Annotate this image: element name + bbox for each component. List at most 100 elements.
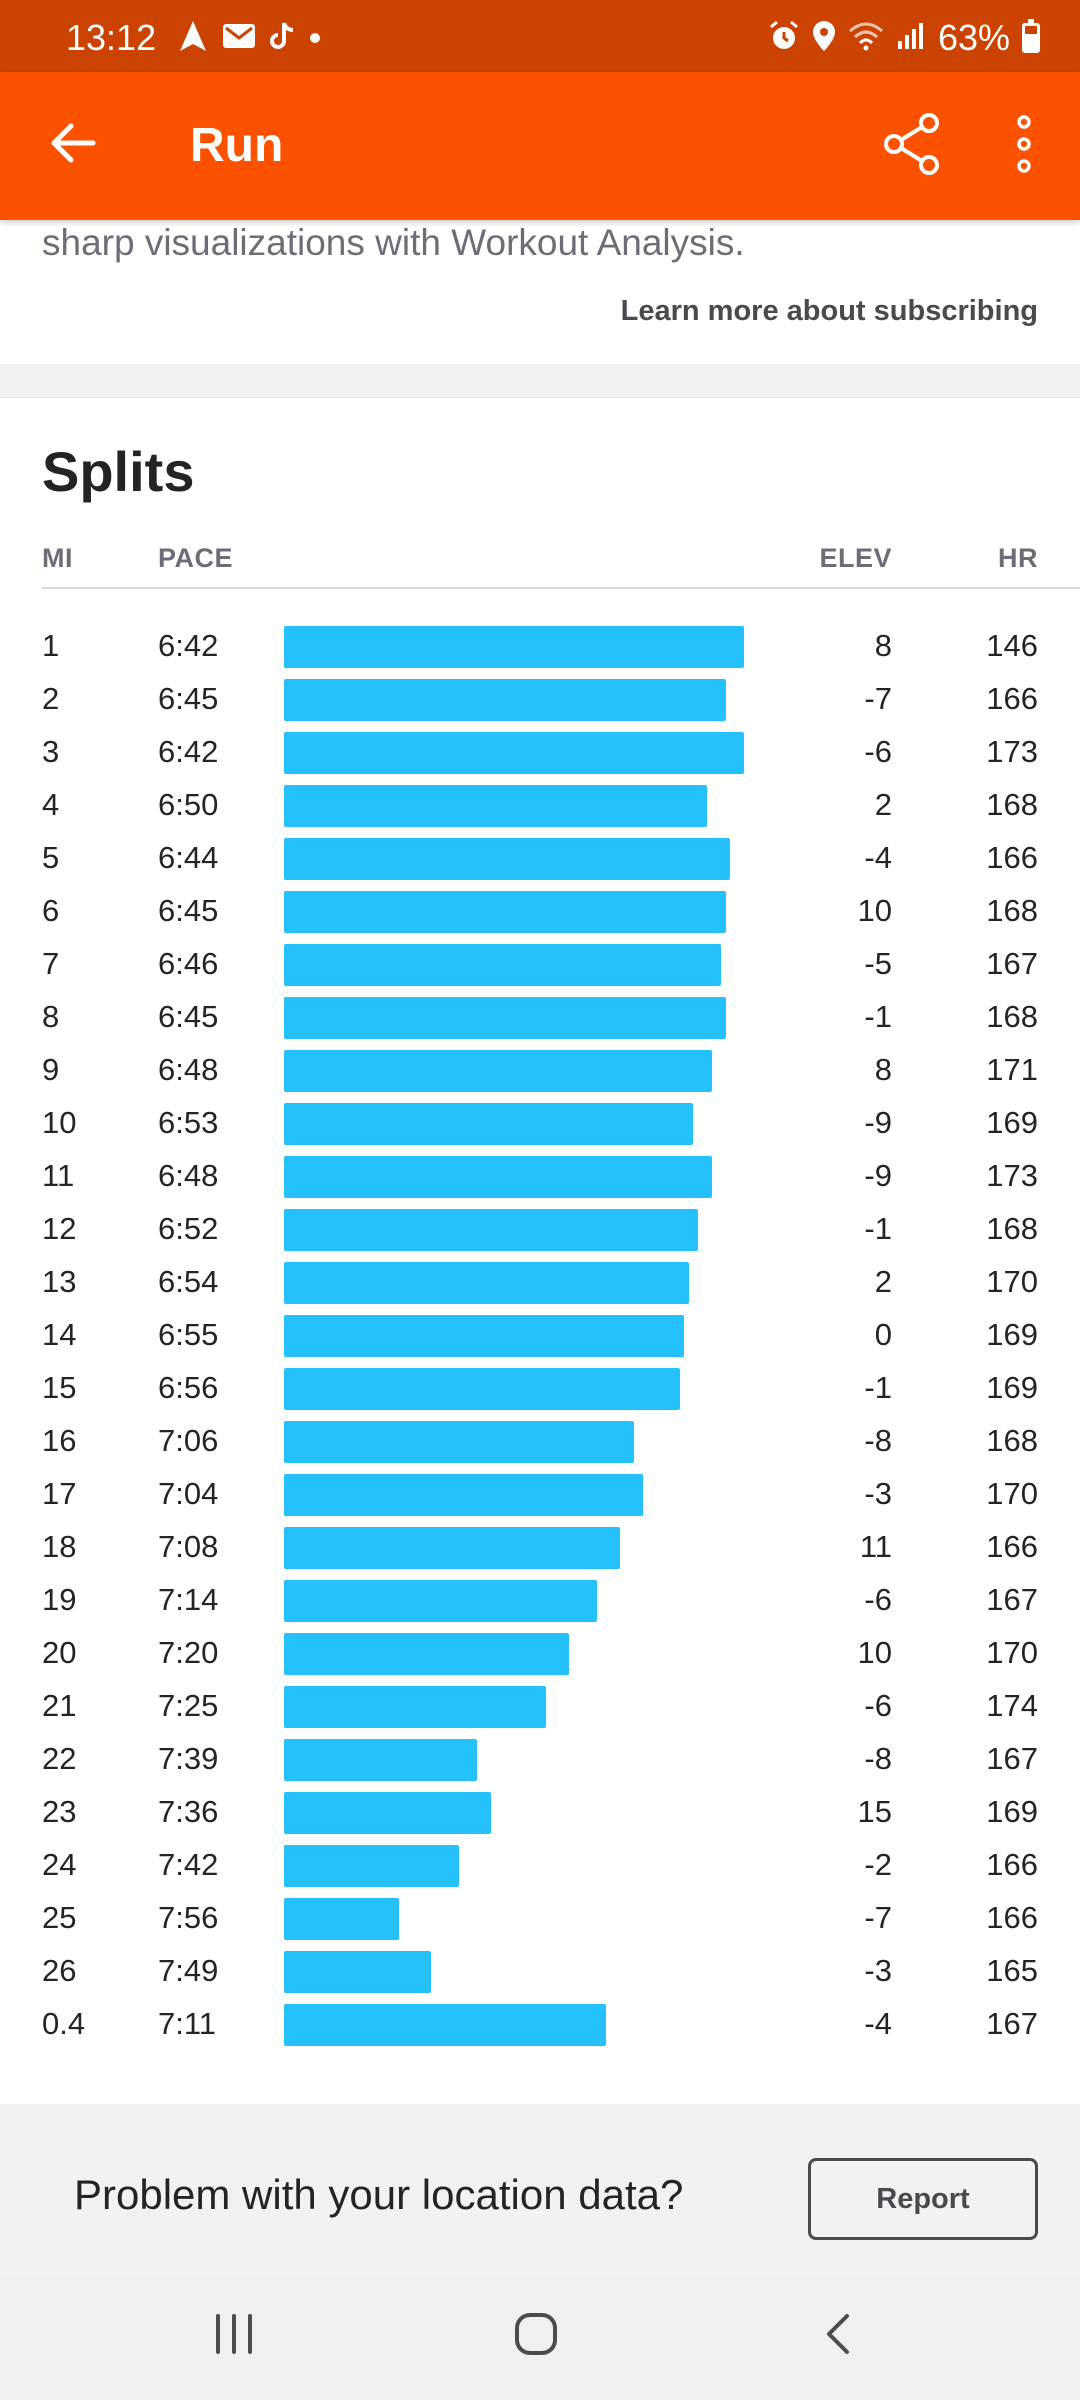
split-heart-rate: 173: [986, 1158, 1038, 1193]
split-elevation: 2: [874, 1264, 892, 1299]
split-mile: 6: [42, 893, 60, 928]
location-problem-section: Problem with your location data? Report: [0, 2104, 1080, 2274]
status-time: 13:12: [66, 17, 157, 58]
nav-back-button[interactable]: [798, 2304, 878, 2368]
split-pace: 6:45: [158, 681, 219, 716]
alarm-icon: [768, 20, 800, 57]
split-pace: 7:08: [158, 1529, 219, 1564]
split-pace: 6:52: [158, 1211, 219, 1246]
split-row: 5 6:44 -4 166: [0, 830, 1080, 883]
split-row: 22 7:39 -8 167: [0, 1731, 1080, 1784]
split-elevation: -7: [864, 1900, 892, 1935]
pace-bar: [284, 1315, 684, 1357]
split-pace: 6:48: [158, 1158, 219, 1193]
split-mile: 11: [42, 1158, 75, 1193]
battery-percent: 63%: [937, 17, 1010, 58]
split-heart-rate: 167: [986, 2006, 1038, 2041]
split-mile: 10: [42, 1105, 77, 1140]
split-heart-rate: 170: [986, 1635, 1038, 1670]
more-options-button[interactable]: [1000, 108, 1048, 184]
split-pace: 6:53: [158, 1105, 219, 1140]
split-elevation: -9: [864, 1105, 892, 1140]
promo-text: sharp visualizations with Workout Analys…: [42, 222, 745, 263]
split-row: 0.4 7:11 -4 167: [0, 1996, 1080, 2049]
split-elevation: 8: [874, 628, 892, 663]
split-heart-rate: 168: [986, 787, 1038, 822]
split-elevation: -4: [864, 2006, 892, 2041]
pace-bar: [284, 1103, 693, 1145]
split-mile: 22: [42, 1741, 77, 1776]
report-button[interactable]: Report: [808, 2158, 1038, 2240]
split-row: 17 7:04 -3 170: [0, 1466, 1080, 1519]
split-row: 19 7:14 -6 167: [0, 1572, 1080, 1625]
split-row: 4 6:50 2 168: [0, 777, 1080, 830]
split-elevation: -6: [864, 1688, 892, 1723]
split-pace: 7:25: [158, 1688, 219, 1723]
split-row: 3 6:42 -6 173: [0, 724, 1080, 777]
split-elevation: -9: [864, 1158, 892, 1193]
back-button[interactable]: [40, 112, 106, 178]
home-icon: [513, 2311, 559, 2362]
home-button[interactable]: [496, 2304, 576, 2368]
page-title: Run: [190, 119, 284, 172]
split-heart-rate: 168: [986, 1211, 1038, 1246]
split-row: 1 6:42 8 146: [0, 618, 1080, 671]
pace-bar: [284, 1368, 680, 1410]
split-elevation: -1: [864, 1370, 892, 1405]
learn-more-link[interactable]: Learn more about subscribing: [620, 295, 1038, 327]
split-elevation: 8: [874, 1052, 892, 1087]
split-heart-rate: 167: [986, 946, 1038, 981]
pace-bar: [284, 626, 744, 668]
split-row: 10 6:53 -9 169: [0, 1095, 1080, 1148]
split-heart-rate: 165: [986, 1953, 1038, 1988]
split-mile: 25: [42, 1900, 77, 1935]
split-row: 8 6:45 -1 168: [0, 989, 1080, 1042]
split-heart-rate: 167: [986, 1741, 1038, 1776]
splits-title: Splits: [42, 440, 195, 503]
more-vertical-icon: [1014, 114, 1034, 179]
splits-section: Splits MI PACE ELEV HR 1 6:42 8 146 2 6:45 -7 1…: [0, 398, 1080, 2104]
pace-bar: [284, 944, 721, 986]
pace-bar: [284, 1527, 620, 1569]
split-mile: 12: [42, 1211, 77, 1246]
split-mile: 5: [42, 840, 60, 875]
split-pace: 7:06: [158, 1423, 219, 1458]
pace-bar: [284, 1421, 634, 1463]
pace-bar: [284, 1845, 459, 1887]
split-pace: 7:49: [158, 1953, 219, 1988]
split-mile: 20: [42, 1635, 77, 1670]
split-mile: 13: [42, 1264, 77, 1299]
recent-apps-button[interactable]: [194, 2304, 274, 2368]
navigation-icon: [178, 19, 208, 58]
gmail-icon: [222, 22, 256, 55]
split-mile: 26: [42, 1953, 77, 1988]
section-divider: [0, 364, 1080, 398]
split-heart-rate: 169: [986, 1317, 1038, 1352]
split-pace: 6:46: [158, 946, 219, 981]
pace-bar: [284, 838, 730, 880]
split-heart-rate: 171: [986, 1052, 1038, 1087]
split-elevation: -1: [864, 999, 892, 1034]
split-heart-rate: 146: [986, 628, 1038, 663]
split-heart-rate: 169: [986, 1794, 1038, 1829]
share-button[interactable]: [876, 108, 948, 184]
split-row: 25 7:56 -7 166: [0, 1890, 1080, 1943]
pace-bar: [284, 732, 744, 774]
split-pace: 6:42: [158, 628, 219, 663]
split-heart-rate: 166: [986, 840, 1038, 875]
pace-bar: [284, 1050, 712, 1092]
split-mile: 19: [42, 1582, 77, 1617]
split-elevation: -3: [864, 1953, 892, 1988]
split-mile: 14: [42, 1317, 77, 1352]
split-heart-rate: 168: [986, 999, 1038, 1034]
split-mile: 16: [42, 1423, 77, 1458]
pace-bar: [284, 1474, 643, 1516]
pace-bar: [284, 1686, 546, 1728]
split-heart-rate: 170: [986, 1264, 1038, 1299]
pace-bar: [284, 1898, 399, 1940]
split-mile: 0.4: [42, 2006, 86, 2041]
pace-bar: [284, 1156, 712, 1198]
split-heart-rate: 166: [986, 681, 1038, 716]
split-mile: 7: [42, 946, 60, 981]
split-mile: 3: [42, 734, 60, 769]
